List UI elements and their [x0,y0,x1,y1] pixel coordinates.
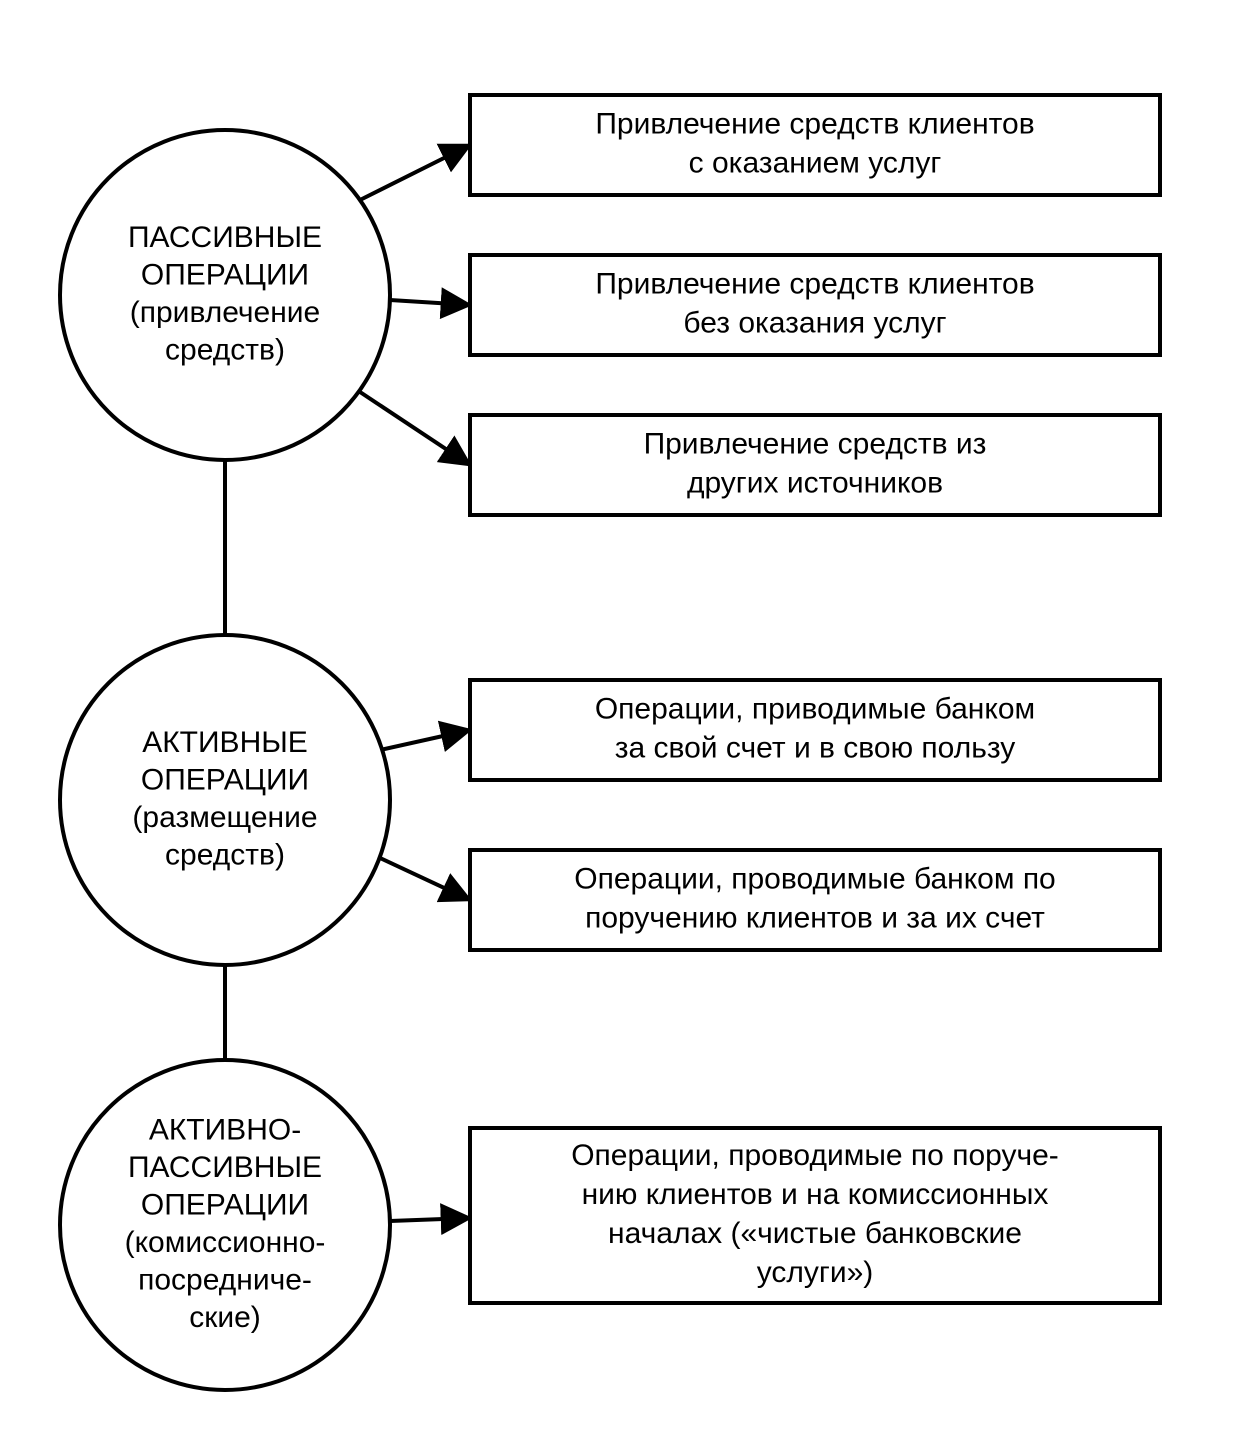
edge-active-r4 [380,730,470,750]
rect-label-line: Операции, проводимые банком по [574,862,1056,895]
rect-label-line: других источников [687,466,943,499]
edge-active-r5 [380,858,470,900]
rect-node-r3: Привлечение средств из других источников [470,415,1160,515]
circle-node-passive: ПАССИВНЫЕ ОПЕРАЦИИ (привлечение средств) [60,130,390,460]
rect-label-line: за свой счет и в свою пользу [615,731,1016,764]
circle-node-active-passive: АКТИВНО- ПАССИВНЫЕ ОПЕРАЦИИ (комиссионно-по… [60,1060,390,1390]
circle-label-line: (привлечение [130,296,320,329]
rect-label-line: Привлечение средств клиентов [595,267,1034,300]
circle-label-line: посредниче- [138,1263,312,1296]
circle-label-line: (размещение [132,801,317,834]
circle-label-line: ПАССИВНЫЕ [128,221,322,254]
rect-label-line: услуги») [757,1256,874,1289]
rect-label-line: Привлечение средств клиентов [595,107,1034,140]
circle-label-line: ОПЕРАЦИИ [141,258,309,291]
rect-label-line: без оказания услуг [683,306,946,339]
rect-node-r6: Операции, проводимые по поруче-нию клиен… [470,1128,1160,1303]
rect-node-r5: Операции, проводимые банком по поручению … [470,850,1160,950]
circle-label-line: ОПЕРАЦИИ [141,1188,309,1221]
rects-layer: Привлечение средств клиентов с оказанием … [470,95,1160,1303]
circle-label-line: ПАССИВНЫЕ [128,1151,322,1184]
rect-label-line: с оказанием услуг [689,146,942,179]
circle-label-line: ОПЕРАЦИИ [141,763,309,796]
rect-label-line: нию клиентов и на комиссионных [582,1178,1049,1211]
edge-passive-r1 [360,145,470,200]
rect-label-line: Операции, приводимые банком [595,692,1035,725]
rect-node-r4: Операции, приводимые банком за свой счет … [470,680,1160,780]
rect-node-r1: Привлечение средств клиентов с оказанием … [470,95,1160,195]
rect-node-r2: Привлечение средств клиентов без оказания… [470,255,1160,355]
banking-operations-diagram: ПАССИВНЫЕОПЕРАЦИИ(привлечениесредств)АКТ… [0,0,1255,1429]
circle-label-line: средств) [165,333,285,366]
circle-label-line: средств) [165,838,285,871]
edge-passive-r3 [360,392,470,465]
edge-passive-r2 [390,300,470,305]
circle-label-line: (комиссионно- [125,1226,326,1259]
circles-layer: ПАССИВНЫЕОПЕРАЦИИ(привлечениесредств)АКТ… [60,130,390,1390]
rect-label-line: Привлечение средств из [644,427,987,460]
circle-node-active: АКТИВНЫЕ ОПЕРАЦИИ (размещение средств) [60,635,390,965]
circle-label-line: ские) [189,1301,261,1334]
rect-label-line: началах («чистые банковские [608,1217,1022,1250]
rect-label-line: Операции, проводимые по поруче- [571,1139,1059,1172]
edge-active-passive-r6 [390,1218,470,1221]
rect-label-line: поручению клиентов и за их счет [585,901,1045,934]
circle-label-line: АКТИВНЫЕ [142,726,308,759]
circle-label-line: АКТИВНО- [149,1113,301,1146]
